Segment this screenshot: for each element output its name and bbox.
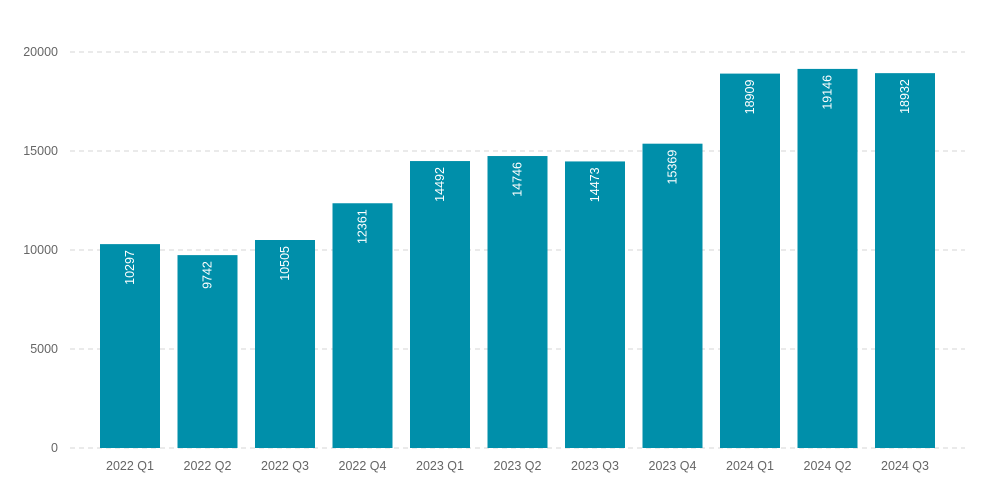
- bar-value-label: 9742: [201, 261, 215, 289]
- x-tick-label: 2024 Q1: [726, 459, 774, 473]
- y-tick-label: 20000: [23, 45, 58, 59]
- bar-2024-q2[interactable]: [797, 68, 858, 448]
- y-tick-label: 0: [51, 441, 58, 455]
- bar-2024-q1[interactable]: [720, 73, 780, 448]
- x-tick-label: 2022 Q2: [184, 459, 232, 473]
- bar-value-label: 15369: [666, 150, 680, 185]
- bar-2024-q3[interactable]: [875, 73, 935, 449]
- x-tick-label: 2022 Q1: [106, 459, 154, 473]
- x-tick-label: 2023 Q2: [494, 459, 542, 473]
- bar-2022-q4[interactable]: [332, 203, 393, 448]
- x-tick-label: 2023 Q1: [416, 459, 464, 473]
- x-axis-ticks: 2022 Q1 2022 Q2 2022 Q3 2022 Q4 2023 Q1 2023 …: [106, 459, 929, 473]
- bar-value-label: 14746: [511, 162, 525, 197]
- x-tick-label: 2022 Q3: [261, 459, 309, 473]
- bar-2023-q4[interactable]: [642, 143, 703, 449]
- y-axis-ticks: 0 5000 10000 15000 20000: [23, 45, 58, 455]
- bar-value-label: 18909: [743, 80, 757, 115]
- x-tick-label: 2023 Q3: [571, 459, 619, 473]
- x-tick-label: 2023 Q4: [649, 459, 697, 473]
- y-tick-label: 5000: [30, 342, 58, 356]
- bar-2023-q3[interactable]: [565, 161, 625, 448]
- bars: 10297 9742 10505 12361 14492 14746 14473 15369 1…: [100, 68, 935, 449]
- x-tick-label: 2022 Q4: [339, 459, 387, 473]
- bar-2022-q1[interactable]: [100, 244, 160, 448]
- bar-value-label: 19146: [821, 75, 835, 110]
- bar-value-label: 18932: [898, 79, 912, 114]
- bar-2023-q2[interactable]: [487, 156, 548, 448]
- bar-value-label: 12361: [356, 209, 370, 244]
- y-tick-label: 15000: [23, 144, 58, 158]
- bar-2022-q2[interactable]: [177, 255, 238, 448]
- y-tick-label: 10000: [23, 243, 58, 257]
- bar-2022-q3[interactable]: [255, 240, 315, 448]
- bar-2023-q1[interactable]: [410, 161, 470, 448]
- x-tick-label: 2024 Q2: [804, 459, 852, 473]
- x-tick-label: 2024 Q3: [881, 459, 929, 473]
- bar-value-label: 14473: [588, 167, 602, 202]
- bar-value-label: 10297: [123, 250, 137, 285]
- bar-value-label: 14492: [433, 167, 447, 202]
- bar-value-label: 10505: [278, 246, 292, 281]
